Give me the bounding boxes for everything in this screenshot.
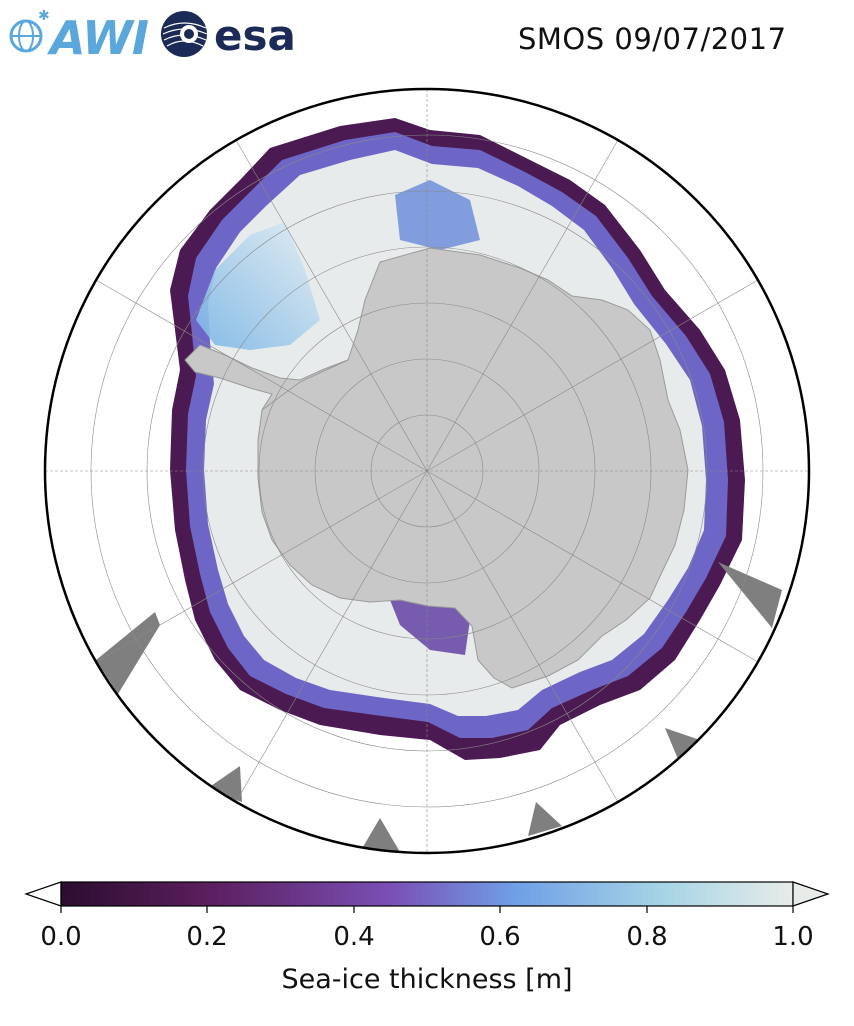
map-title: SMOS 09/07/2017 [518, 22, 787, 56]
colorbar-gradient [60, 881, 794, 907]
map-border [43, 87, 811, 855]
no-data-wedge [528, 802, 562, 836]
logo-bar: ✱ AWI esa SMOS 09/07/2017 [0, 0, 854, 80]
colorbar-label: Sea-ice thickness [m] [281, 964, 573, 995]
colorbar-tick-label: 0.4 [333, 922, 375, 952]
polar-map [43, 87, 811, 855]
awi-logo-text: AWI [50, 11, 149, 65]
no-data-wedge [665, 728, 700, 764]
ice-thin-patch-north [395, 180, 480, 250]
no-data-wedge [360, 818, 400, 852]
no-data-wedge [718, 562, 782, 628]
awi-logo: ✱ AWI [6, 6, 149, 65]
colorbar-extend-min [24, 881, 62, 907]
awi-globe-icon: ✱ [9, 8, 50, 53]
colorbar-ticks [60, 906, 794, 913]
esa-logo: esa [158, 8, 308, 60]
colorbar-extend-max [792, 881, 830, 907]
no-data-wedge [96, 612, 160, 694]
weddell-thin-ice [196, 222, 320, 350]
meridian-line [95, 279, 759, 663]
colorbar-tick-label: 0.0 [40, 922, 82, 952]
esa-logo-text: esa [214, 11, 296, 60]
colorbar [24, 881, 830, 913]
colorbar-tick-label: 0.2 [186, 922, 228, 952]
colorbar-tick-label: 1.0 [772, 922, 814, 952]
colorbar-tick-label: 0.6 [479, 922, 521, 952]
graticule [45, 89, 809, 853]
ice-thin-patch-ross [390, 595, 470, 655]
esa-emblem-icon [161, 11, 208, 57]
colorbar-tick-label: 0.8 [626, 922, 668, 952]
antarctic-peninsula [184, 344, 349, 411]
svg-text:✱: ✱ [38, 8, 50, 24]
